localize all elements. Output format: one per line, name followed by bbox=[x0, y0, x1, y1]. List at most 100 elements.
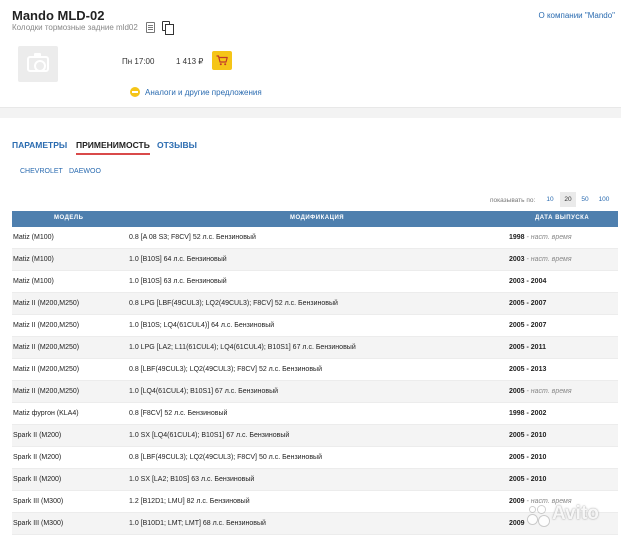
product-price: 1 413 ₽ bbox=[176, 57, 204, 66]
release-date-value: 2005 - 2010 bbox=[509, 432, 547, 439]
table-row: Spark II (M200) 0.8 [LBF(49CUL3); LQ2(49C… bbox=[12, 447, 618, 469]
cell-release-date: 2003 - 2004 bbox=[509, 278, 546, 285]
table-row: Matiz фургон (KLA4) 0.8 [F8CV] 52 л.с. Бе… bbox=[12, 403, 618, 425]
cell-model: Matiz (M100) bbox=[13, 278, 54, 285]
company-link[interactable]: О компании "Mando" bbox=[538, 11, 615, 20]
cell-release-date: 2005 - 2010 bbox=[509, 454, 546, 461]
section-divider bbox=[0, 108, 621, 118]
cell-modification: 0.8 LPG [LBF(49CUL3); LQ2(49CUL3); F8CV]… bbox=[129, 300, 338, 307]
table-row: Spark III (M300) 1.2 [B12D1; LMU] 82 л.с.… bbox=[12, 491, 618, 513]
column-header-model: МОДЕЛЬ bbox=[54, 215, 84, 221]
table-header: МОДЕЛЬ МОДИФИКАЦИЯ ДАТА ВЫПУСКА bbox=[12, 211, 618, 227]
release-date-value: 2009 bbox=[509, 520, 525, 527]
cell-modification: 1.0 [B10S] 64 л.с. Бензиновый bbox=[129, 256, 227, 263]
cell-modification: 1.0 [LQ4(61CUL4); B10S1] 67 л.с. Бензино… bbox=[129, 388, 279, 395]
cell-modification: 0.8 [A 08 S3; F8CV] 52 л.с. Бензиновый bbox=[129, 234, 256, 241]
analogs-link[interactable]: Аналоги и другие предложения bbox=[145, 88, 262, 97]
release-date-value: 2003 - 2004 bbox=[509, 278, 547, 285]
cell-modification: 1.0 [B10D1; LMT; LMT] 68 л.с. Бензиновый bbox=[129, 520, 266, 527]
cell-model: Matiz (M100) bbox=[13, 256, 54, 263]
release-date-suffix: - наст. время bbox=[524, 256, 572, 263]
cell-model: Spark II (M200) bbox=[13, 454, 62, 461]
release-date-value: 2003 bbox=[509, 256, 525, 263]
cell-model: Matiz II (M200,M250) bbox=[13, 344, 80, 351]
release-date-value: 2005 bbox=[509, 388, 525, 395]
add-to-cart-button[interactable] bbox=[212, 51, 232, 70]
cell-release-date: 1998 - наст. время bbox=[509, 234, 572, 241]
page-size-option-50[interactable]: 50 bbox=[581, 196, 589, 203]
page-size-option-100[interactable]: 100 bbox=[598, 196, 610, 203]
release-date-value: 2009 bbox=[509, 498, 525, 505]
notepad-icon[interactable] bbox=[146, 22, 155, 33]
table-row: Matiz II (M200,M250) 0.8 [LBF(49CUL3); LQ… bbox=[12, 359, 618, 381]
copy-icon[interactable] bbox=[162, 21, 174, 35]
page-size-option-20[interactable]: 20 bbox=[560, 192, 576, 207]
table-row: Spark III (M300) 1.0 [B10D1; LMT; LMT] 68… bbox=[12, 513, 618, 535]
cell-modification: 1.0 LPG [LA2; L11(61CUL4); LQ4(61CUL4); … bbox=[129, 344, 356, 351]
tab-parameters[interactable]: ПАРАМЕТРЫ bbox=[12, 140, 68, 150]
tab-applicability[interactable]: ПРИМЕНИМОСТЬ bbox=[76, 140, 150, 155]
table-row: Matiz (M100) 1.0 [B10S] 64 л.с. Бензиновы… bbox=[12, 249, 618, 271]
cell-modification: 1.2 [B12D1; LMU] 82 л.с. Бензиновый bbox=[129, 498, 250, 505]
cell-release-date: 2005 - 2010 bbox=[509, 476, 546, 483]
delivery-time: Пн 17:00 bbox=[122, 57, 155, 66]
brand-link-chevrolet[interactable]: CHEVROLET bbox=[20, 168, 63, 175]
camera-icon bbox=[27, 53, 49, 72]
page-size-option-10[interactable]: 10 bbox=[546, 196, 554, 203]
cell-modification: 1.0 [B10S] 63 л.с. Бензиновый bbox=[129, 278, 227, 285]
cell-model: Matiz II (M200,M250) bbox=[13, 300, 80, 307]
cart-icon bbox=[216, 55, 228, 66]
column-header-date: ДАТА ВЫПУСКА bbox=[535, 215, 590, 221]
cell-release-date: 2009 bbox=[509, 520, 525, 527]
cell-modification: 0.8 [LBF(49CUL3); LQ2(49CUL3); F8CV] 52 … bbox=[129, 366, 322, 373]
cell-release-date: 1998 - 2002 bbox=[509, 410, 546, 417]
avito-watermark-text: Avito bbox=[552, 503, 599, 524]
release-date-value: 2005 - 2011 bbox=[509, 344, 546, 351]
cell-release-date: 2005 - 2013 bbox=[509, 366, 546, 373]
cell-release-date: 2003 - наст. время bbox=[509, 256, 572, 263]
release-date-value: 2005 - 2007 bbox=[509, 300, 547, 307]
cell-modification: 1.0 [B10S; LQ4(61CUL4)] 64 л.с. Бензинов… bbox=[129, 322, 275, 329]
avito-logo-icon bbox=[526, 504, 550, 526]
page-size-label: показывать по: bbox=[490, 197, 536, 204]
product-photo-placeholder bbox=[18, 46, 58, 82]
cell-model: Matiz II (M200,M250) bbox=[13, 388, 80, 395]
table-row: Matiz II (M200,M250) 0.8 LPG [LBF(49CUL3)… bbox=[12, 293, 618, 315]
cell-modification: 1.0 SX [LQ4(61CUL4); B10S1] 67 л.с. Бенз… bbox=[129, 432, 290, 439]
table-row: Spark II (M200) 1.0 SX [LQ4(61CUL4); B10S… bbox=[12, 425, 618, 447]
release-date-value: 2005 - 2013 bbox=[509, 366, 547, 373]
cell-model: Spark III (M300) bbox=[13, 498, 64, 505]
cell-model: Spark II (M200) bbox=[13, 432, 62, 439]
cell-model: Spark III (M300) bbox=[13, 520, 64, 527]
product-card: Mando MLD-02 Колодки тормозные задние ml… bbox=[0, 0, 621, 108]
cell-modification: 1.0 SX [LA2; B10S] 63 л.с. Бензиновый bbox=[129, 476, 255, 483]
cell-modification: 0.8 [LBF(49CUL3); LQ2(49CUL3); F8CV] 50 … bbox=[129, 454, 322, 461]
brand-link-daewoo[interactable]: DAEWOO bbox=[69, 168, 101, 175]
release-date-suffix: - наст. время bbox=[524, 234, 572, 241]
cell-model: Matiz II (M200,M250) bbox=[13, 322, 80, 329]
cell-release-date: 2005 - наст. время bbox=[509, 388, 572, 395]
product-subtitle: Колодки тормозные задние mld02 bbox=[12, 23, 138, 32]
cell-modification: 0.8 [F8CV] 52 л.с. Бензиновый bbox=[129, 410, 228, 417]
cell-release-date: 2005 - 2011 bbox=[509, 344, 546, 351]
release-date-value: 1998 - 2002 bbox=[509, 410, 547, 417]
cell-model: Spark II (M200) bbox=[13, 476, 62, 483]
tab-reviews[interactable]: ОТЗЫВЫ bbox=[157, 140, 197, 150]
release-date-value: 2005 - 2007 bbox=[509, 322, 547, 329]
table-row: Spark II (M200) 1.0 SX [LA2; B10S] 63 л.с… bbox=[12, 469, 618, 491]
cell-release-date: 2005 - 2007 bbox=[509, 300, 546, 307]
cell-model: Matiz II (M200,M250) bbox=[13, 366, 80, 373]
cell-model: Matiz фургон (KLA4) bbox=[13, 410, 79, 417]
release-date-suffix: - наст. время bbox=[524, 498, 572, 505]
release-date-suffix: - наст. время bbox=[524, 388, 572, 395]
table-row: Matiz II (M200,M250) 1.0 [B10S; LQ4(61CUL… bbox=[12, 315, 618, 337]
release-date-value: 1998 bbox=[509, 234, 525, 241]
avito-watermark: Avito bbox=[526, 500, 612, 530]
cell-release-date: 2005 - 2007 bbox=[509, 322, 546, 329]
cell-model: Matiz (M100) bbox=[13, 234, 54, 241]
product-title: Mando MLD-02 bbox=[12, 8, 105, 23]
table-row: Matiz (M100) 0.8 [A 08 S3; F8CV] 52 л.с. … bbox=[12, 227, 618, 249]
release-date-value: 2005 - 2010 bbox=[509, 476, 547, 483]
column-header-modification: МОДИФИКАЦИЯ bbox=[290, 215, 345, 221]
table-row: Matiz II (M200,M250) 1.0 LPG [LA2; L11(61… bbox=[12, 337, 618, 359]
